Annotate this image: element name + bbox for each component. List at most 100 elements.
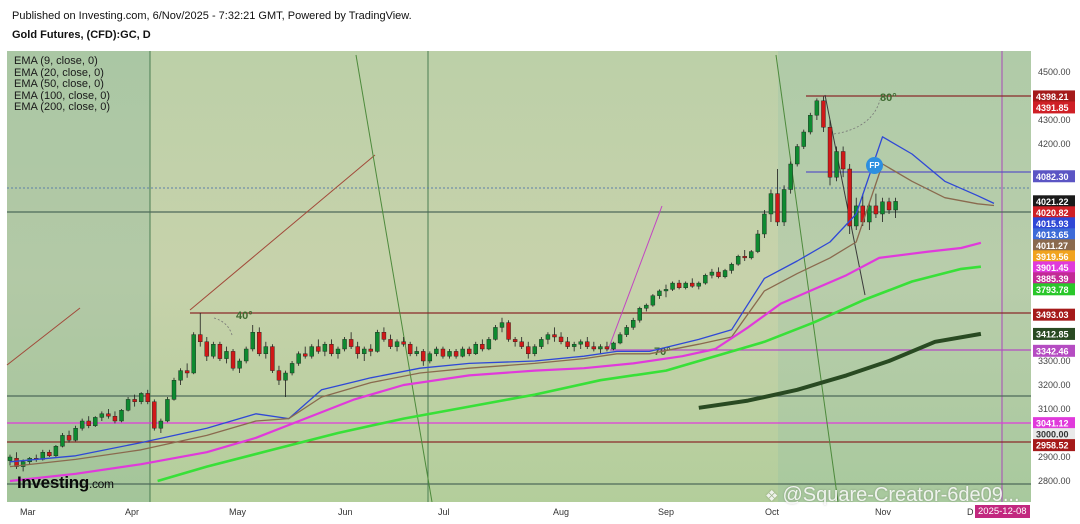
candle xyxy=(539,337,544,349)
candle xyxy=(683,281,688,290)
candle-body xyxy=(788,163,793,190)
candle xyxy=(250,325,255,352)
candle xyxy=(722,268,728,279)
candle xyxy=(637,306,642,323)
candle-body xyxy=(230,351,236,369)
candle xyxy=(571,341,577,352)
price-label: 4015.93 xyxy=(1033,217,1075,230)
candle xyxy=(283,370,288,397)
price-label: 4021.22 xyxy=(1033,195,1075,208)
candle-body xyxy=(644,304,649,309)
price-label-text: 4398.21 xyxy=(1036,92,1069,102)
candle xyxy=(565,337,570,349)
candle-body xyxy=(86,420,91,427)
price-label-bg xyxy=(1033,206,1075,219)
candle-body xyxy=(20,461,26,467)
candle-body xyxy=(703,275,708,284)
candle xyxy=(631,317,636,330)
candle-body xyxy=(493,327,498,340)
candle xyxy=(93,416,98,427)
candle-body xyxy=(663,289,669,292)
candle-body xyxy=(270,346,275,371)
candle xyxy=(198,313,203,347)
price-label-bg xyxy=(1033,228,1075,241)
candle-body xyxy=(873,205,879,215)
candle xyxy=(486,337,492,351)
candle-body xyxy=(591,346,597,350)
candle-body xyxy=(368,348,373,352)
candle-body xyxy=(578,341,583,345)
candle-body xyxy=(893,201,898,211)
candle xyxy=(270,344,275,373)
ema-line xyxy=(9,136,995,463)
legend-item[interactable]: EMA (20, close, 0) xyxy=(14,66,104,79)
price-label: 2958.52 xyxy=(1033,439,1075,452)
candle-body xyxy=(827,126,833,178)
candle xyxy=(407,341,413,357)
candle-body xyxy=(132,399,137,402)
price-label-bg xyxy=(1033,344,1075,357)
candle-body xyxy=(184,370,190,374)
candle-body xyxy=(480,344,485,350)
candle-body xyxy=(735,256,741,265)
candle-body xyxy=(434,348,439,355)
candle xyxy=(788,161,793,194)
y-tick-label: 2900.00 xyxy=(1038,452,1071,462)
candle-body xyxy=(545,334,551,340)
candle-body xyxy=(335,348,341,355)
price-label-text: 4013.65 xyxy=(1036,230,1069,240)
candle-body xyxy=(178,370,183,381)
candle xyxy=(237,358,242,373)
price-label-bg xyxy=(1033,327,1075,340)
candle xyxy=(716,267,721,279)
candle-body xyxy=(512,339,518,342)
y-tick-label: 3100.00 xyxy=(1038,404,1071,414)
instrument-title: Gold Futures, (CFD):GC, D xyxy=(12,29,151,41)
candle-body xyxy=(79,420,85,429)
price-label-text: 3885.39 xyxy=(1036,274,1069,284)
candle xyxy=(414,346,419,357)
price-label: 3901.45 xyxy=(1033,261,1075,274)
candle-body xyxy=(106,413,111,417)
candle xyxy=(329,339,334,357)
candle-body xyxy=(394,341,400,347)
candle xyxy=(66,430,72,443)
price-label: 3041.12 xyxy=(1033,417,1075,430)
candle-body xyxy=(486,339,492,350)
legend-item[interactable]: EMA (200, close, 0) xyxy=(14,101,110,113)
ema-line xyxy=(9,241,982,483)
fp-badge[interactable]: FP xyxy=(866,157,883,174)
candle-body xyxy=(112,416,118,422)
candle xyxy=(434,346,439,357)
candle-body xyxy=(145,393,150,402)
candle xyxy=(421,349,426,366)
candle xyxy=(316,339,321,354)
candle-body xyxy=(814,100,820,116)
candle xyxy=(440,346,446,359)
price-label: 4391.85 xyxy=(1033,101,1075,114)
legend-item[interactable]: EMA (9, close, 0) xyxy=(14,55,98,67)
candle xyxy=(47,449,52,457)
ema-legend: EMA (9, close, 0) EMA (20, close, 0) EMA… xyxy=(14,55,110,114)
candle-body xyxy=(670,282,675,290)
candle-body xyxy=(152,401,157,429)
candle xyxy=(342,337,347,352)
candle-body xyxy=(722,270,728,277)
candle xyxy=(696,281,701,290)
candle xyxy=(453,349,459,359)
candle-body xyxy=(362,348,367,355)
candle-body xyxy=(716,271,721,277)
candle-body xyxy=(585,341,590,347)
candle xyxy=(86,416,91,429)
candle-body xyxy=(637,308,642,321)
candle xyxy=(171,377,177,401)
legend-item[interactable]: EMA (100, close, 0) xyxy=(14,89,110,102)
candle xyxy=(276,365,282,385)
candle-body xyxy=(808,114,813,133)
candle xyxy=(165,397,170,423)
trendline xyxy=(6,307,81,366)
drawn-trendlines: 40°70°80° xyxy=(6,54,897,503)
candle-body xyxy=(657,290,662,296)
legend-item[interactable]: EMA (50, close, 0) xyxy=(14,78,104,90)
